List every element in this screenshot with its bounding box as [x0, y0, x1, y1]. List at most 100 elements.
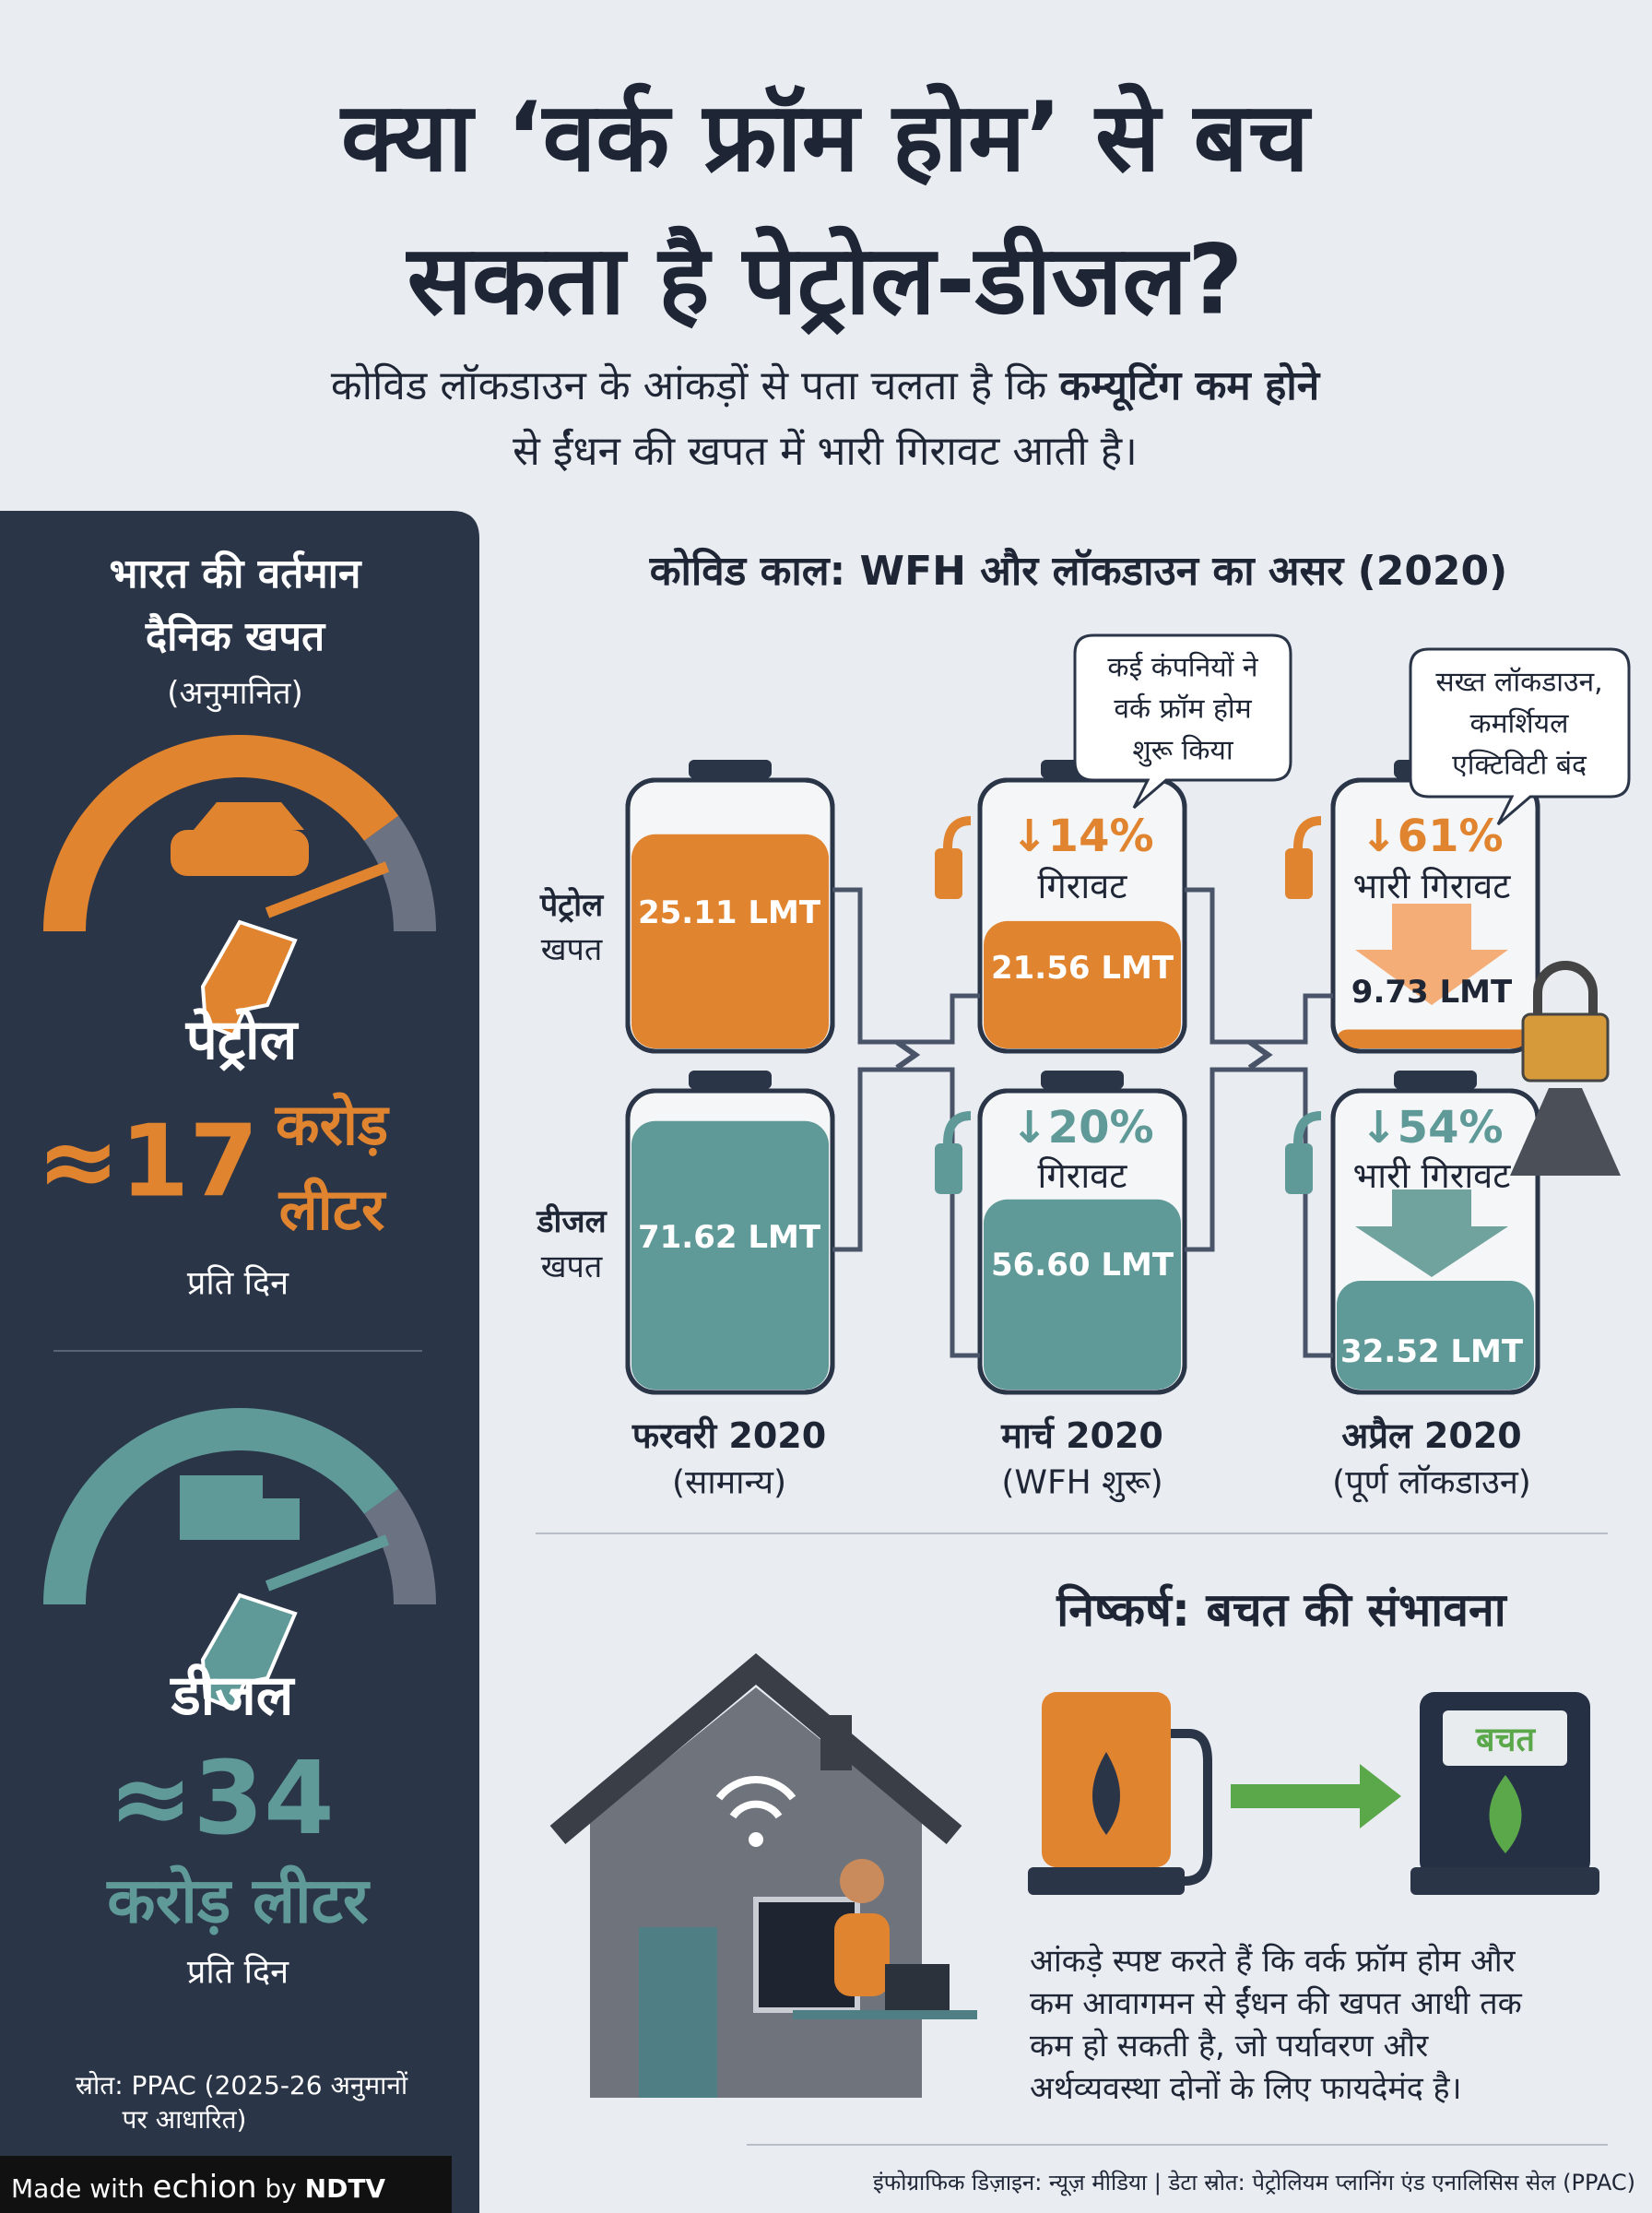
callout-text: कमर्शियल [1469, 707, 1569, 740]
fuel-unit: करोड़ [275, 1091, 389, 1158]
section-title: कोविड काल: WFH और लॉकडाउन का असर (2020) [649, 548, 1508, 595]
green-arrow [1231, 1764, 1401, 1828]
row-label: डीजल [537, 1203, 607, 1240]
per-day: प्रति दिन [186, 1953, 289, 1992]
gauge-arc [363, 1488, 436, 1605]
conclusion-text: आंकड़े स्पष्ट करते हैं कि वर्क फ्रॉम होम… [1030, 1940, 1522, 2110]
callout-text: शुरू किया [1132, 734, 1233, 767]
person-head [840, 1859, 884, 1903]
nozzle-spout [265, 861, 390, 918]
tank-value: 9.73 LMT [1351, 974, 1513, 1011]
nozzle-icon [943, 816, 972, 849]
tank-liquid [1337, 1029, 1534, 1048]
nozzle-icon [943, 1111, 972, 1144]
title: क्या ‘वर्क फ्रॉम होम’ से बच [340, 80, 1310, 194]
callout-text: कई कंपनियों ने [1107, 651, 1258, 684]
source: पर आधारित) [122, 2104, 247, 2135]
row-label: खपत [540, 931, 603, 968]
tank-liquid [1337, 1281, 1534, 1390]
tank-liquid [984, 1199, 1181, 1390]
tank-cap [689, 1071, 772, 1089]
table [793, 2010, 977, 2019]
fuel-pump-base [1028, 1867, 1185, 1895]
subtitle: से ईंधन की खपत में भारी गिरावट आती है। [513, 428, 1138, 475]
callout-text: एक्टिविटी बंद [1452, 749, 1587, 782]
pipe-arrow [895, 1039, 921, 1071]
pipe [1185, 887, 1333, 1045]
column-label: मार्च 2020 [1001, 1415, 1163, 1456]
fuel-unit: करोड़ लीटर [107, 1864, 369, 1938]
callout-text: सख्त लॉकडाउन, [1435, 666, 1603, 699]
nozzle [200, 1592, 298, 1711]
column-label: अप्रैल 2020 [1341, 1415, 1522, 1456]
leaf-icon [1489, 1775, 1522, 1853]
footer-bar [0, 2156, 452, 2213]
tank-value: 32.52 LMT [1339, 1333, 1524, 1370]
door [639, 1927, 717, 2098]
pump-hose [1171, 1729, 1212, 1886]
credit: इंफोग्राफिक डिज़ाइन: न्यूज़ मीडिया | डेट… [873, 2170, 1635, 2195]
callout [1409, 647, 1631, 826]
chimney [820, 1715, 852, 1770]
change-note: भारी गिरावट [1352, 866, 1511, 906]
nozzle-icon [935, 848, 962, 899]
tank-outline [977, 1088, 1187, 1395]
wifi-icon [749, 1832, 763, 1847]
fuel-unit: लीटर [278, 1176, 385, 1243]
wifi-icon [715, 1776, 796, 1801]
subtitle-bold: कम्यूटिंग कम होने [1059, 362, 1320, 409]
tank-outline [977, 777, 1187, 1054]
tank-cap [689, 760, 772, 778]
gauge-arc [43, 1408, 399, 1605]
made-with-text: Made with [11, 2173, 145, 2204]
change-note: गिरावट [1037, 866, 1127, 906]
nozzle-icon [1293, 1111, 1322, 1144]
pump-screen [1443, 1710, 1567, 1766]
lock [1521, 1012, 1610, 1083]
text-line: अर्थव्यवस्था दोनों के लिए फायदेमंद है। [1030, 2070, 1462, 2107]
sidebar-heading: दैनिक खपत [145, 613, 325, 660]
fuel-pump-base [1410, 1867, 1599, 1895]
pipe [832, 1067, 980, 1358]
fuel-label: पेट्रोल [185, 1008, 298, 1072]
callout-text: वर्क फ्रॉम होम [1114, 692, 1252, 726]
nozzle-spout [265, 1534, 390, 1592]
nozzle-icon [1293, 816, 1322, 849]
row-label: पेट्रोल [539, 887, 604, 924]
nozzle-icon [1285, 848, 1313, 899]
tank-cap [1394, 1071, 1477, 1089]
tank-outline [625, 777, 835, 1054]
change: ↓54% [1360, 1102, 1504, 1154]
nozzle-icon [1285, 1143, 1313, 1194]
change: ↓61% [1360, 811, 1504, 862]
tank-liquid [631, 834, 829, 1048]
column-sublabel: (WFH शुरू) [1001, 1463, 1163, 1502]
car-icon [171, 830, 309, 876]
down-arrow [1355, 1189, 1508, 1277]
nozzle-icon [935, 1143, 962, 1194]
house-roof [549, 1653, 962, 1844]
truck-icon [180, 1475, 263, 1540]
road [1510, 1088, 1621, 1176]
nozzle [200, 919, 298, 1038]
per-day: प्रति दिन [186, 1264, 289, 1303]
tank-liquid [984, 920, 1181, 1048]
title: सकता है पेट्रोल-डीजल? [407, 223, 1244, 337]
sidebar-panel [0, 511, 479, 2213]
tank-outline [625, 1088, 835, 1395]
lock-shackle [1533, 961, 1598, 1016]
callout [1073, 633, 1292, 810]
sidebar-note: (अनुमानित) [167, 675, 303, 712]
tank-value: 56.60 LMT [990, 1247, 1174, 1284]
text-line: कम आवागमन से ईंधन की खपत आधी तक [1030, 1985, 1522, 2022]
subtitle: कोविड लॉकडाउन के आंकड़ों से पता चलता है … [331, 356, 1319, 411]
fuel-label: डीजल [171, 1663, 294, 1728]
truck-icon [263, 1498, 300, 1540]
text-line: कम हो सकती है, जो पर्यावरण और [1030, 2028, 1429, 2065]
column-label: फरवरी 2020 [631, 1415, 827, 1456]
car-icon [194, 802, 304, 830]
ndtv: NDTV [304, 2173, 386, 2204]
section-title: निष्कर्ष: बचत की संभावना [1056, 1583, 1506, 1637]
tank-outline [1330, 1088, 1540, 1395]
